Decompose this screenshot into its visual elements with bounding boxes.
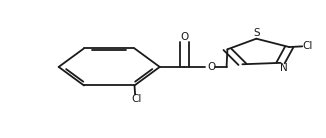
Text: S: S	[253, 28, 259, 38]
Text: O: O	[180, 32, 188, 42]
Text: Cl: Cl	[302, 41, 312, 51]
Text: O: O	[207, 62, 215, 72]
Text: Cl: Cl	[131, 94, 141, 104]
Text: N: N	[280, 63, 288, 73]
